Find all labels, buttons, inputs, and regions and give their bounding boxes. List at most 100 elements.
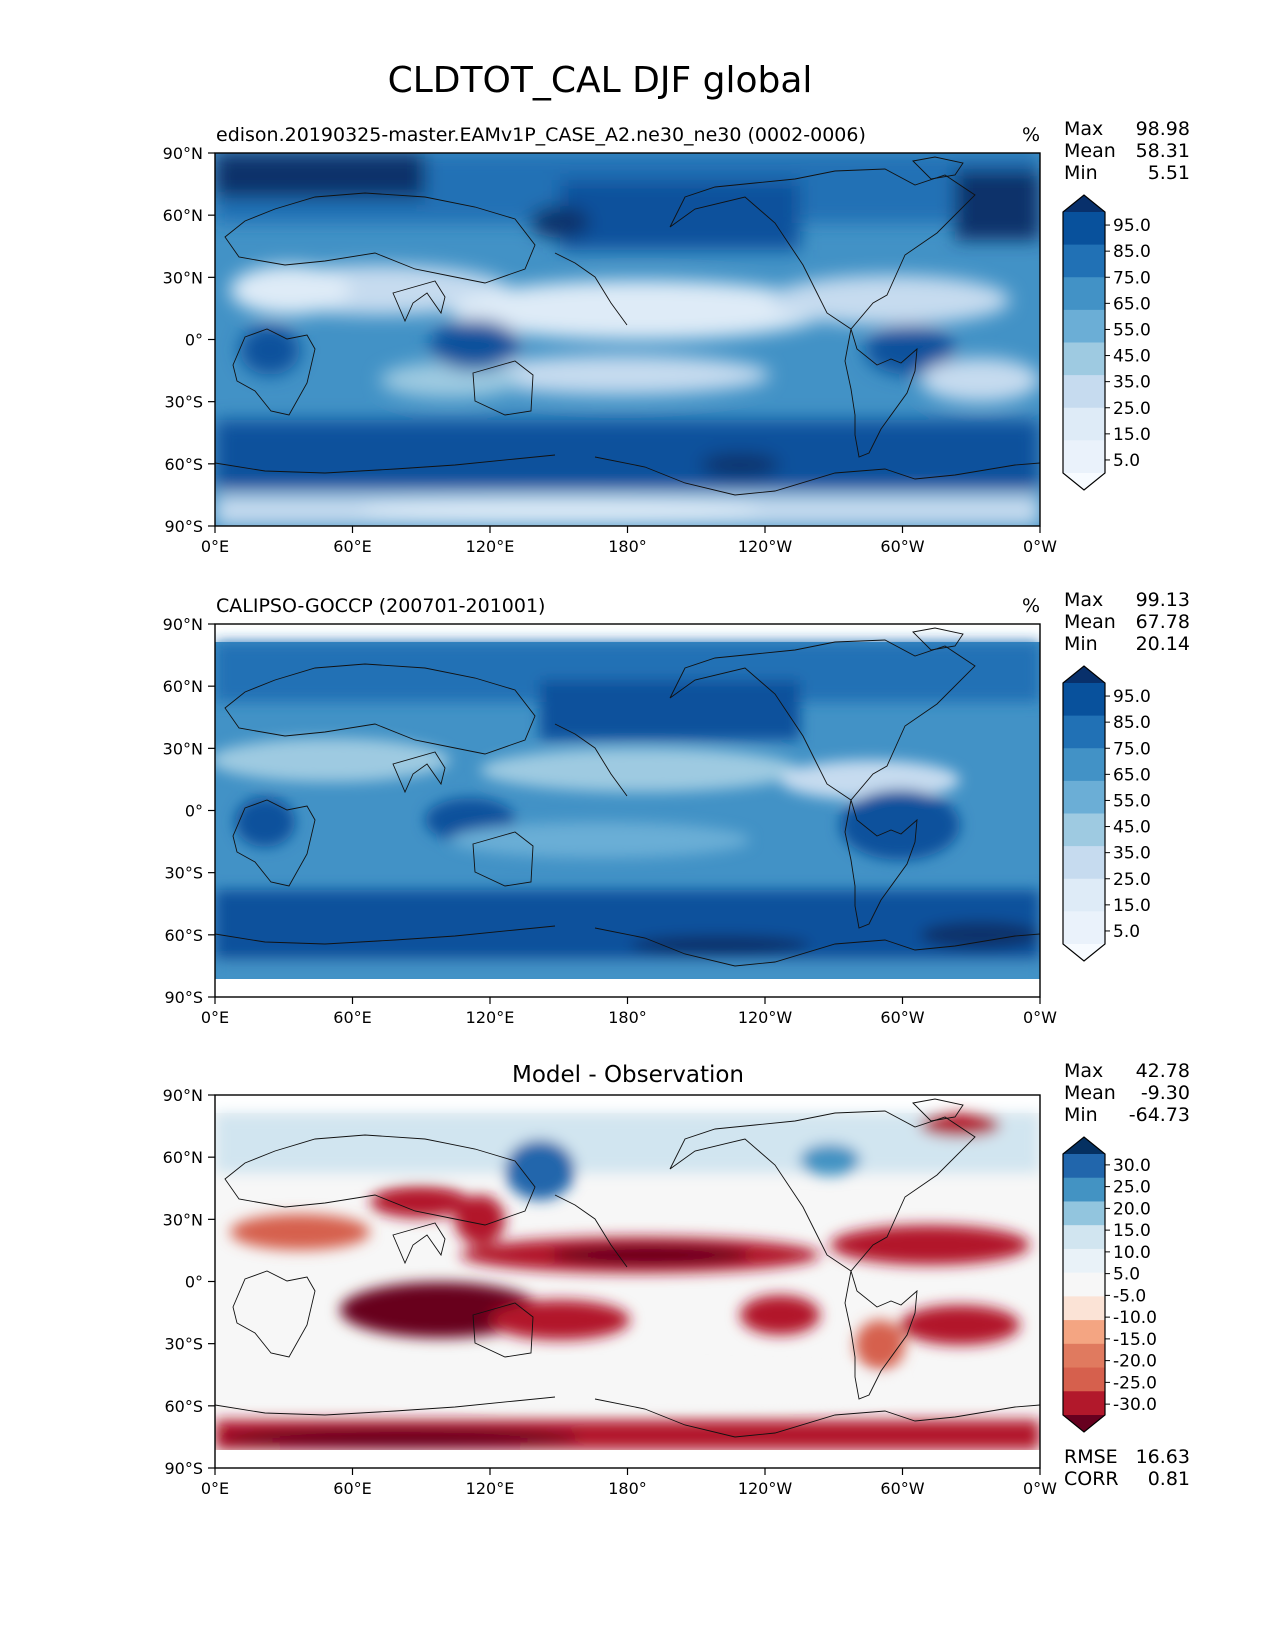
colorbar-label: 5.0	[1113, 1265, 1140, 1285]
colorbar-segment	[1063, 1248, 1105, 1274]
lat-tick-label: 30°N	[163, 268, 203, 287]
map-diff[interactable]	[215, 1095, 1040, 1468]
colorbar-segment	[1063, 683, 1105, 717]
colorbar-outline	[1062, 1136, 1106, 1433]
lon-tick-label: 120°W	[738, 1008, 793, 1027]
lon-tick-label: 0°E	[201, 1479, 229, 1498]
lat-tick-label: 90°S	[164, 988, 203, 1007]
colorbar-segment	[1063, 1177, 1105, 1202]
stat-value-min: 5.51	[1148, 162, 1190, 184]
lat-tick-label: 30°S	[164, 393, 203, 412]
colorbar-segment	[1063, 212, 1105, 246]
colorbar-segment	[1063, 1320, 1105, 1345]
lon-tick-label: 60°E	[333, 537, 371, 556]
lon-tick-label: 0°W	[1023, 537, 1057, 556]
colorbar-label: -30.0	[1113, 1395, 1157, 1415]
stat-label-max: Max	[1064, 1060, 1103, 1082]
colorbar-label: 25.0	[1113, 870, 1151, 890]
lat-tick-label: 90°S	[164, 517, 203, 536]
lat-tick-label: 0°	[185, 802, 203, 821]
colorbar-outline	[1062, 194, 1106, 491]
panel-model: edison.20190325-master.EAMv1P_CASE_A2.ne…	[214, 124, 1041, 527]
stat-label-max: Max	[1064, 118, 1103, 140]
colorbar-obs: 95.0 85.0 75.0 65.0 55.0 45.0 35.0 25.0 15.0 5.0	[1062, 665, 1151, 962]
stat-value-max: 98.98	[1136, 118, 1190, 140]
colorbar-segment	[1063, 1296, 1105, 1321]
figure-title: CLDTOT_CAL DJF global	[388, 60, 813, 101]
map-model[interactable]	[215, 153, 1040, 526]
colorbar-label: -15.0	[1113, 1330, 1157, 1350]
colorbar-label: -20.0	[1113, 1352, 1157, 1372]
lon-tick-label: 120°E	[466, 1479, 515, 1498]
colorbar-label: 65.0	[1113, 294, 1151, 314]
lon-tick-label: 0°W	[1023, 1479, 1057, 1498]
colorbar-label: 15.0	[1113, 425, 1151, 445]
colorbar-label: 85.0	[1113, 713, 1151, 733]
lon-tick-label: 60°W	[880, 1479, 924, 1498]
colorbar-label: -5.0	[1113, 1286, 1146, 1306]
lat-tick-label: 60°N	[163, 677, 203, 696]
colorbar-label: 20.0	[1113, 1199, 1151, 1219]
lat-tick-label: 30°N	[163, 739, 203, 758]
footer-stat-value-corr: 0.81	[1148, 1468, 1190, 1490]
colorbar-extend-bottom	[1063, 1415, 1105, 1432]
stat-label-mean: Mean	[1064, 1082, 1116, 1104]
stat-value-mean: 58.31	[1136, 140, 1190, 162]
stat-label-max: Max	[1064, 589, 1103, 611]
colorbar-segment	[1063, 244, 1105, 278]
lat-tick-label: 0°	[185, 331, 203, 350]
axes-layer: 90°N60°N30°N0°30°S60°S90°S0°E 60°E 120°E 18…	[163, 144, 1058, 1498]
lon-tick-label: 180°	[608, 537, 647, 556]
stat-label-min: Min	[1064, 1104, 1098, 1126]
colorbar-segment	[1063, 1154, 1105, 1179]
colorbar-label: 45.0	[1113, 347, 1151, 367]
colorbar-label: 35.0	[1113, 373, 1151, 393]
colorbar-label: 45.0	[1113, 818, 1151, 838]
lat-tick-label: 30°S	[164, 864, 203, 883]
colorbar-label: 5.0	[1113, 922, 1140, 942]
stat-value-mean: -9.30	[1141, 1082, 1190, 1104]
stat-value-min: -64.73	[1129, 1104, 1190, 1126]
colorbar-segment	[1063, 1367, 1105, 1392]
lon-tick-label: 180°	[608, 1479, 647, 1498]
colorbar-label: 95.0	[1113, 216, 1151, 236]
colorbar-diff: 30.025.020.015.010.05.0-5.0-10.0-15.0-20…	[1062, 1136, 1157, 1433]
map-obs[interactable]	[210, 624, 1040, 997]
colorbar-segment	[1063, 1272, 1105, 1297]
stat-label-mean: Mean	[1064, 140, 1116, 162]
lon-tick-label: 60°W	[880, 1008, 924, 1027]
colorbar-label: 15.0	[1113, 1221, 1151, 1241]
colorbar-segment	[1063, 748, 1105, 782]
stat-label-min: Min	[1064, 162, 1098, 184]
lon-tick-label: 0°E	[201, 1008, 229, 1027]
lat-tick-label: 90°N	[163, 144, 203, 163]
lat-tick-label: 60°N	[163, 206, 203, 225]
colorbar-label: 85.0	[1113, 242, 1151, 262]
colorbar-label: 25.0	[1113, 399, 1151, 419]
colorbar-segment	[1063, 1343, 1105, 1369]
colorbar-segment	[1063, 1391, 1105, 1416]
stat-value-max: 99.13	[1136, 589, 1190, 611]
colorbar-label: 30.0	[1113, 1156, 1151, 1176]
lon-tick-label: 120°W	[738, 1479, 793, 1498]
colorbar-label: 35.0	[1113, 844, 1151, 864]
lat-tick-label: 60°S	[164, 926, 203, 945]
colorbar-model: 95.0 85.0 75.0 65.0 55.0 45.0 35.0 25.0 15.0 5.0	[1062, 194, 1151, 491]
stats-layer: Max 98.98 Mean 58.31 Min 5.51 Max 99.13 Mean 67.7…	[1064, 118, 1190, 1490]
colorbar-segment	[1063, 407, 1105, 441]
colorbar-layer: 95.085.075.065.055.045.035.025.015.05.09…	[1062, 194, 1157, 1433]
colorbar-segment	[1063, 309, 1105, 343]
lat-tick-label: 30°N	[163, 1210, 203, 1229]
panel-obs-title: CALIPSO-GOCCP (200701-201001)	[216, 595, 545, 617]
lon-tick-label: 0°W	[1023, 1008, 1057, 1027]
stat-value-mean: 67.78	[1136, 611, 1190, 633]
lon-tick-label: 120°W	[738, 537, 793, 556]
colorbar-segment	[1063, 780, 1105, 814]
lon-tick-label: 120°E	[466, 1008, 515, 1027]
colorbar-extend-bottom	[1063, 473, 1105, 490]
colorbar-label: 95.0	[1113, 687, 1151, 707]
panel-model-units: %	[1022, 124, 1040, 146]
colorbar-outline	[1062, 665, 1106, 962]
lon-tick-label: 60°E	[333, 1008, 371, 1027]
